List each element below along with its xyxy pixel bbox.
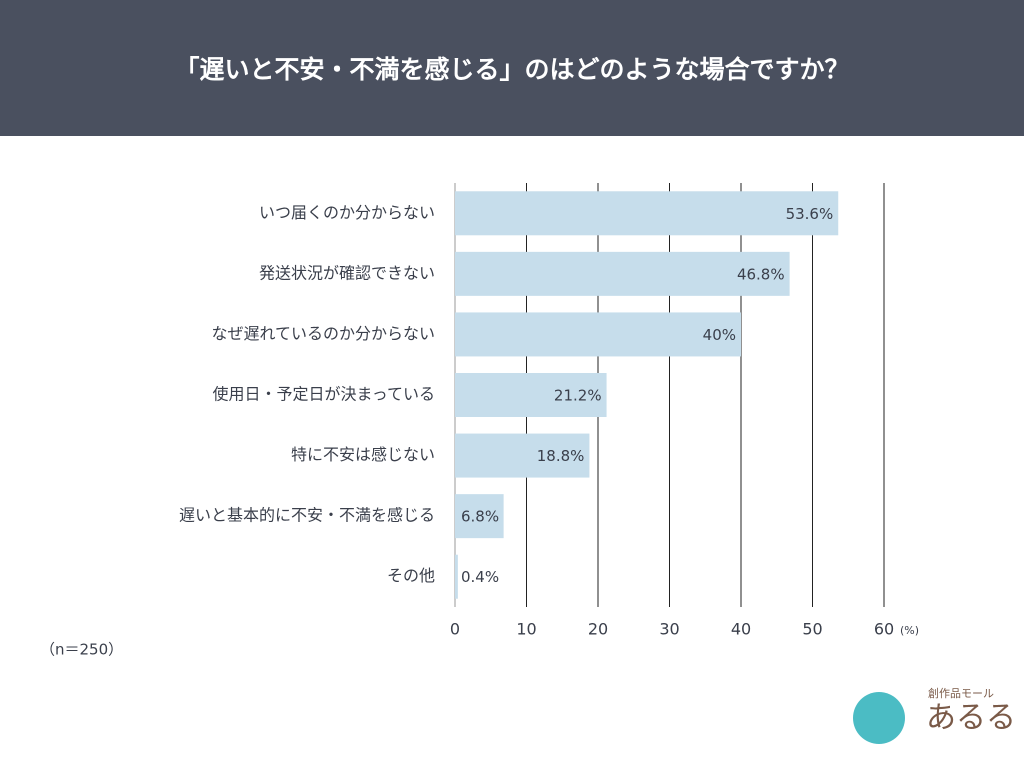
x-tick-label: 10 — [516, 620, 536, 639]
value-label: 53.6% — [786, 205, 834, 223]
x-tick-label: 50 — [802, 620, 822, 639]
logo-tagline: 創作品モール — [928, 686, 994, 700]
bar — [455, 433, 590, 478]
x-unit: (%) — [900, 624, 919, 637]
category-label: その他 — [387, 566, 435, 585]
category-label: なぜ遅れているのか分からない — [211, 324, 435, 343]
category-label: 発送状況が確認できない — [259, 263, 435, 282]
x-tick-label: 0 — [450, 620, 460, 639]
value-label: 6.8% — [461, 508, 499, 526]
x-tick-label: 40 — [731, 620, 751, 639]
value-label: 21.2% — [554, 387, 602, 405]
bar — [455, 251, 790, 296]
value-label: 40% — [703, 326, 736, 344]
category-label: いつ届くのか分からない — [259, 203, 435, 222]
logo-name: あるる — [926, 701, 1016, 736]
value-label: 0.4% — [461, 568, 499, 586]
x-tick-label: 30 — [659, 620, 679, 639]
value-label: 18.8% — [537, 447, 585, 465]
bar — [455, 494, 504, 539]
chart-title: 「遅いと不安・不満を感じる」のはどのような場合ですか？ — [174, 55, 849, 84]
bar — [455, 191, 839, 236]
x-tick-label: 60 — [874, 620, 894, 639]
category-label: 特に不安は感じない — [291, 445, 435, 464]
note: （n＝250） — [40, 641, 123, 659]
category-label: 遅いと基本的に不安・不満を感じる — [179, 506, 435, 525]
bar — [455, 312, 741, 357]
x-tick-label: 20 — [588, 620, 608, 639]
value-label: 46.8% — [737, 265, 785, 283]
category-label: 使用日・予定日が決まっている — [212, 385, 435, 404]
header-band — [0, 0, 1024, 136]
bar — [455, 373, 607, 417]
logo-icon — [853, 692, 905, 744]
bar — [455, 554, 458, 599]
